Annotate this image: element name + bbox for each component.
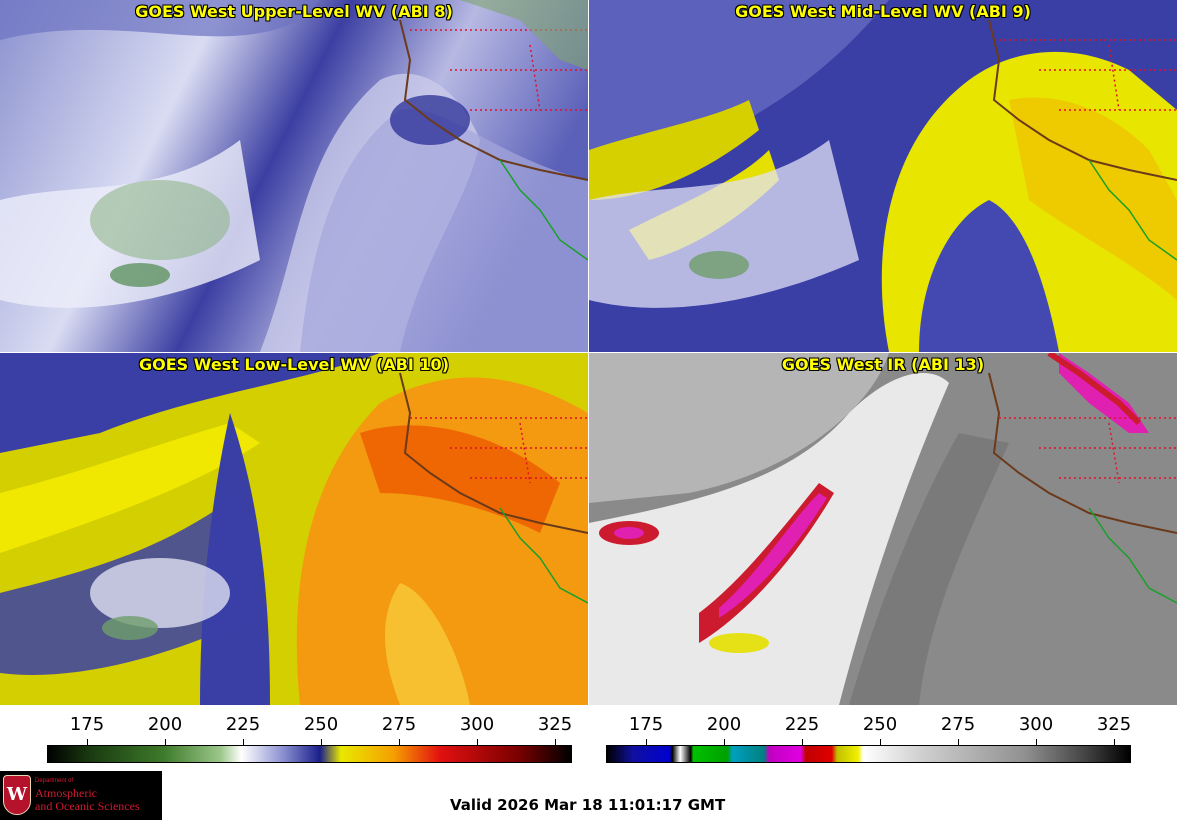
ir-tick-mark — [1114, 739, 1115, 745]
aos-logo: W Department of Atmospheric and Oceanic … — [0, 771, 162, 820]
wv-tick-label: 175 — [69, 714, 105, 735]
panel-low-level-wv: GOES West Low-Level WV (ABI 10) — [0, 353, 588, 705]
wv-tick-label: 225 — [225, 714, 261, 735]
ir-tick-mark — [646, 739, 647, 745]
panel-title: GOES West Mid-Level WV (ABI 9) — [735, 2, 1031, 21]
ir-tick-label: 325 — [1096, 714, 1132, 735]
wv-tick-mark — [477, 739, 478, 745]
ir-image — [589, 353, 1177, 705]
panel-title: GOES West Upper-Level WV (ABI 8) — [135, 2, 453, 21]
ir-tick-label: 275 — [940, 714, 976, 735]
ir-tick-mark — [724, 739, 725, 745]
ir-tick-label: 225 — [784, 714, 820, 735]
logo-line-2: and Oceanic Sciences — [35, 799, 140, 813]
wv-tick-label: 200 — [147, 714, 183, 735]
panel-title: GOES West Low-Level WV (ABI 10) — [138, 355, 449, 374]
panel-upper-level-wv: GOES West Upper-Level WV (ABI 8) — [0, 0, 588, 352]
uw-crest-icon: W — [3, 775, 31, 815]
logo-line-1: Atmospheric — [35, 786, 97, 800]
wv-tick-mark — [87, 739, 88, 745]
wv-tick-label: 275 — [381, 714, 417, 735]
logo-department: Department of — [35, 778, 74, 784]
wv-tick-label: 325 — [537, 714, 573, 735]
wv-tick-mark — [165, 739, 166, 745]
ir-tick-label: 250 — [862, 714, 898, 735]
valid-time: Valid 2026 Mar 18 11:01:17 GMT — [450, 796, 726, 814]
wv-tick-label: 250 — [303, 714, 339, 735]
upper-level-wv-image — [0, 0, 588, 352]
ir-tick-mark — [958, 739, 959, 745]
mid-level-wv-image — [589, 0, 1177, 352]
wv-tick-mark — [399, 739, 400, 745]
ir-tick-label: 175 — [628, 714, 664, 735]
wv-tick-mark — [555, 739, 556, 745]
ir-colorbar — [606, 745, 1131, 763]
ir-tick-mark — [802, 739, 803, 745]
ir-tick-mark — [1036, 739, 1037, 745]
wv-tick-mark — [321, 739, 322, 745]
wv-tick-label: 300 — [459, 714, 495, 735]
wv-tick-mark — [243, 739, 244, 745]
panel-title: GOES West IR (ABI 13) — [781, 355, 985, 374]
ir-tick-mark — [880, 739, 881, 745]
wv-colorbar — [47, 745, 572, 763]
ir-tick-label: 200 — [706, 714, 742, 735]
panel-ir: GOES West IR (ABI 13) — [589, 353, 1177, 705]
low-level-wv-image — [0, 353, 588, 705]
panel-mid-level-wv: GOES West Mid-Level WV (ABI 9) — [589, 0, 1177, 352]
ir-tick-label: 300 — [1018, 714, 1054, 735]
